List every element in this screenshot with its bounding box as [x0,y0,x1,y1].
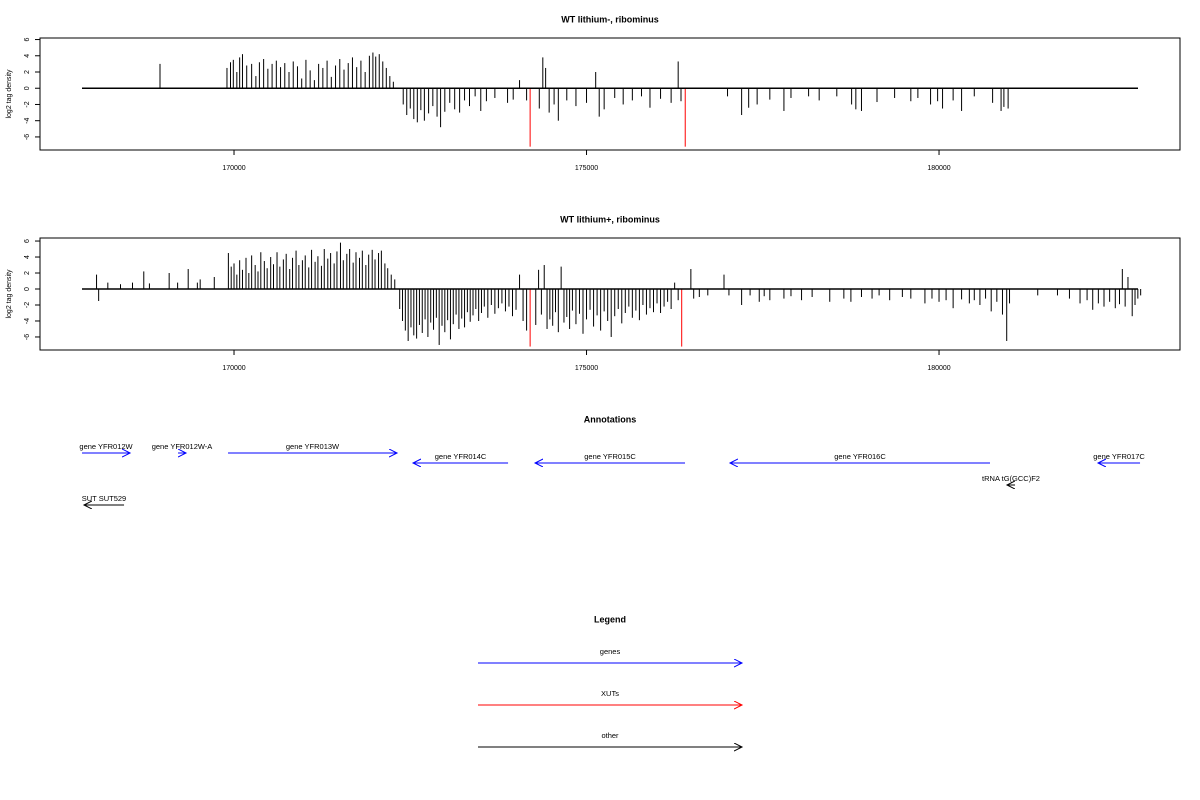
x-tick-label: 170000 [222,365,245,372]
x-tick-label: 175000 [575,365,598,372]
x-tick-label: 180000 [927,365,950,372]
annotations-title: Annotations [584,414,637,424]
y-tick-label: 0 [24,287,31,291]
y-tick-label: -2 [24,302,31,308]
legend-title: Legend [594,614,626,624]
y-tick-label: -6 [24,134,31,140]
feature-label: gene YFR017C [1093,452,1145,461]
x-tick-label: 180000 [927,165,950,172]
x-tick-label: 170000 [222,165,245,172]
chart-title: WT lithium-, ribominus [561,14,659,24]
feature-label: gene YFR012W [79,442,133,451]
y-axis-label: log2 tag density [6,269,13,319]
y-axis-label: log2 tag density [6,69,13,119]
x-tick-label: 175000 [575,165,598,172]
feature-label: gene YFR013W [286,442,340,451]
feature-label: gene YFR014C [435,452,487,461]
y-tick-label: 4 [24,255,31,259]
feature-label: gene YFR016C [834,452,886,461]
chart-title: WT lithium+, ribominus [560,214,660,224]
feature-label: tRNA tG(GCC)F2 [982,474,1040,483]
y-tick-label: -4 [24,318,31,324]
legend-label: XUTs [601,689,619,698]
feature-label: SUT SUT529 [82,494,126,503]
y-tick-label: 2 [24,271,31,275]
y-tick-label: 2 [24,70,31,74]
legend-label: other [601,731,619,740]
feature-label: gene YFR012W-A [152,442,213,451]
legend-label: genes [600,647,621,656]
plot-frame [39,37,1181,151]
y-tick-label: 6 [24,37,31,41]
y-tick-label: -6 [24,334,31,340]
plot-frame [39,237,1181,351]
y-tick-label: 6 [24,239,31,243]
y-tick-label: 4 [24,54,31,58]
y-tick-label: -4 [24,117,31,123]
y-tick-label: 0 [24,86,31,90]
y-tick-label: -2 [24,101,31,107]
feature-label: gene YFR015C [584,452,636,461]
